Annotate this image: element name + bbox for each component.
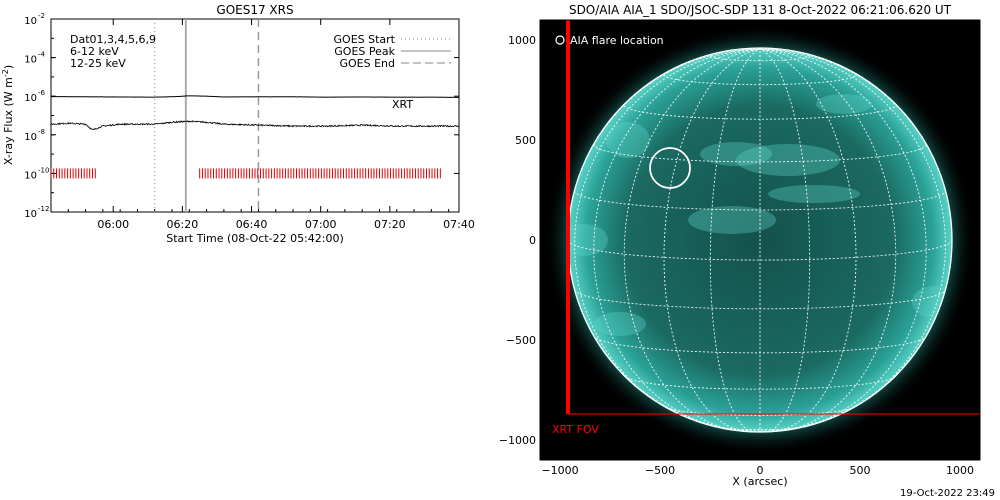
parallel [623,104,897,120]
xrt-fov-label: XRT FOV [552,423,599,436]
left-y-tick-exponent: -12 [38,205,49,213]
parallel [574,190,946,211]
right-x-tick-label: 500 [850,464,871,477]
aia-image-panel: SDO/AIA AIA_1 SDO/JSOC-SDP 131 8-Oct-202… [499,3,981,488]
parallel [568,239,952,261]
right-y-axis: 1000 500 0 −500 −1000 [499,34,546,447]
right-x-axis: −1000 −500 0 500 1000 [541,454,974,477]
right-y-tick-label: −500 [506,334,536,347]
right-y-tick-label: 0 [529,234,536,247]
dataset-label: Dat01,3,4,5,6,9 [70,33,156,46]
xrt-label: XRT [392,98,413,111]
right-x-tick-label: −500 [645,464,675,477]
active-region [816,94,872,114]
right-y-tick-label: −1000 [499,434,536,447]
left-x-tick-label: 06:20 [167,218,199,231]
left-x-tick-label: 06:40 [236,218,268,231]
parallel [663,74,857,86]
right-x-axis-title: X (arcsec) [732,475,787,488]
legend-entry-label: GOES Peak [334,45,395,58]
meridian [593,48,761,432]
footer-timestamp: 19-Oct-2022 23:49 [900,488,995,499]
left-y-tick-label: 10 [24,170,37,181]
left-x-tick-label: 06:00 [97,218,129,231]
band1-label: 6-12 keV [70,45,119,58]
right-y-tick-label: 500 [515,134,536,147]
right-chart-title: SDO/AIA AIA_1 SDO/JSOC-SDP 131 8-Oct-202… [569,3,952,17]
legend-entry-label: GOES End [339,57,395,70]
meridian [759,48,952,432]
left-x-tick-label: 07:20 [374,218,406,231]
left-y-tick-exponent: -4 [38,51,46,59]
meridian [759,48,811,432]
left-y-axis-title: X-ray Flux (W m-2) [1,65,15,165]
left-y-tick-label: 10 [24,132,37,143]
active-region [594,312,646,336]
goes-short-series [51,120,459,130]
parallel [663,405,857,416]
left-x-tick-label: 07:00 [305,218,337,231]
left-x-axis: 06:00 06:20 06:40 07:00 07:20 07:40 [50,19,475,231]
left-y-tick-label: 10 [24,209,37,220]
left-x-axis-title: Start Time (08-Oct-22 05:42:00) [166,232,344,245]
flare-legend-marker [555,35,565,45]
left-y-tick-exponent: -10 [38,166,49,174]
xrt-fov-edge [566,20,570,414]
right-x-tick-label: −1000 [541,464,578,477]
aia-flare-location [649,147,691,189]
right-x-tick-label: 0 [757,464,764,477]
parallel [593,335,927,354]
flare-legend-label: AIA flare location [570,34,664,47]
left-y-tick-label: 10 [24,16,37,27]
left-y-tick-label: 10 [24,93,37,104]
active-region [688,206,776,234]
parallel [574,289,946,310]
active-region [606,122,650,158]
left-y-tick-label: 10 [24,55,37,66]
goes-series [51,95,459,130]
active-region [768,185,860,203]
band2-label: 12-25 keV [70,57,126,70]
goes-time-markers [154,19,260,212]
parallel [593,144,927,163]
active-region [700,142,772,166]
active-regions [568,94,952,336]
left-chart-title: GOES17 XRS [216,3,293,17]
right-y-tick-label: 1000 [508,34,536,47]
goes-long-series [51,95,459,98]
left-y-tick-exponent: -8 [38,128,45,136]
left-y-tick-exponent: -2 [38,12,45,20]
left-y-tick-exponent: -6 [38,89,46,97]
right-x-tick-label: 1000 [946,464,974,477]
parallel [709,55,811,62]
legend-entry-label: GOES Start [334,33,396,46]
left-x-tick-label: 07:40 [443,218,475,231]
active-region [736,144,840,176]
xrt-coverage [51,168,441,179]
active-region [568,224,608,256]
parallel [623,374,897,390]
